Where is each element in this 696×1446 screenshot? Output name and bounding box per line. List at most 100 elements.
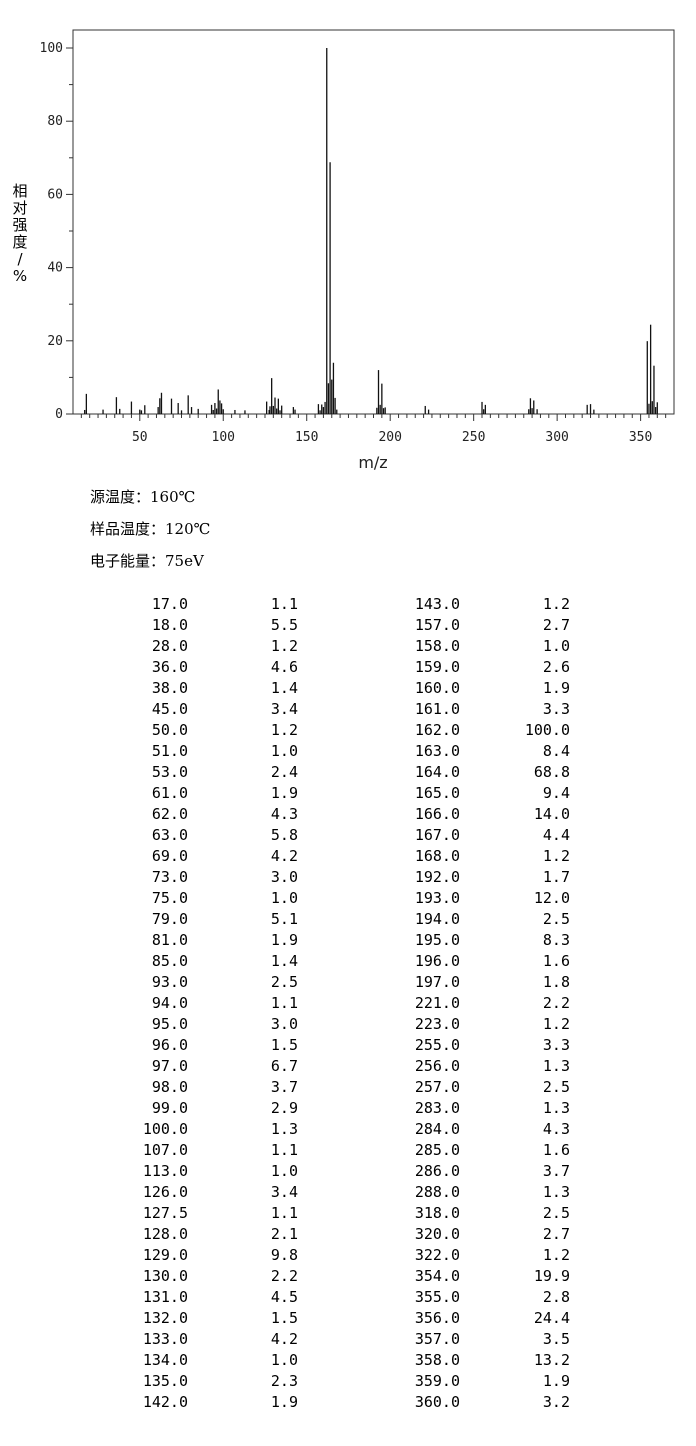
y-tick-label: 80 — [47, 114, 63, 129]
mz-value: 129.0 — [142, 1246, 188, 1264]
mz-value: 45.0 — [151, 700, 188, 718]
intensity-value: 1.1 — [270, 595, 298, 613]
y-axis-label-char: 相 — [12, 182, 28, 200]
mz-value: 36.0 — [151, 658, 188, 676]
mz-value: 162.0 — [414, 721, 460, 739]
x-tick-label: 100 — [212, 430, 235, 445]
mz-value: 73.0 — [151, 868, 188, 886]
mz-value: 127.5 — [142, 1204, 188, 1222]
y-axis-label-char: 强 — [12, 216, 28, 234]
mz-value: 135.0 — [142, 1372, 188, 1390]
table-row: 75.0 1.0 193.0 12.0 — [100, 888, 570, 909]
intensity-value: 14.0 — [533, 805, 570, 823]
table-row: 61.0 1.9 165.0 9.4 — [100, 783, 570, 804]
intensity-value: 8.3 — [542, 931, 570, 949]
intensity-value: 1.1 — [270, 1141, 298, 1159]
intensity-value: 1.6 — [542, 1141, 570, 1159]
mz-value: 168.0 — [414, 847, 460, 865]
mz-value: 69.0 — [151, 847, 188, 865]
table-row: 98.0 3.7 257.0 2.5 — [100, 1077, 570, 1098]
intensity-value: 2.1 — [270, 1225, 298, 1243]
intensity-value: 1.5 — [270, 1309, 298, 1327]
intensity-value: 3.4 — [270, 1183, 298, 1201]
intensity-value: 1.4 — [270, 952, 298, 970]
intensity-value: 1.3 — [270, 1120, 298, 1138]
intensity-value: 9.8 — [270, 1246, 298, 1264]
intensity-value: 2.7 — [542, 616, 570, 634]
x-tick-label: 150 — [295, 430, 318, 445]
mz-value: 50.0 — [151, 721, 188, 739]
mz-value: 134.0 — [142, 1351, 188, 1369]
mz-value: 257.0 — [414, 1078, 460, 1096]
mz-value: 354.0 — [414, 1267, 460, 1285]
table-row: 36.0 4.6 159.0 2.6 — [100, 657, 570, 678]
mz-value: 62.0 — [151, 805, 188, 823]
table-row: 132.0 1.5 356.0 24.4 — [100, 1308, 570, 1329]
mz-value: 113.0 — [142, 1162, 188, 1180]
intensity-value: 6.7 — [270, 1057, 298, 1075]
intensity-value: 1.2 — [542, 847, 570, 865]
intensity-value: 1.3 — [542, 1057, 570, 1075]
intensity-value: 5.5 — [270, 616, 298, 634]
table-row: 107.0 1.1 285.0 1.6 — [100, 1140, 570, 1161]
mz-value: 131.0 — [142, 1288, 188, 1306]
mz-value: 94.0 — [151, 994, 188, 1012]
intensity-value: 1.9 — [270, 931, 298, 949]
mz-value: 358.0 — [414, 1351, 460, 1369]
mz-value: 195.0 — [414, 931, 460, 949]
mz-value: 157.0 — [414, 616, 460, 634]
mass-spectrum-chart: 50 100 150 200 250 300 350 0 20 40 60 80 100 m/z — [40, 29, 675, 472]
intensity-value: 1.9 — [542, 1372, 570, 1390]
intensity-value: 1.0 — [270, 1162, 298, 1180]
mz-value: 100.0 — [142, 1120, 188, 1138]
intensity-value: 1.9 — [542, 679, 570, 697]
mz-value: 53.0 — [151, 763, 188, 781]
intensity-value: 1.2 — [542, 1246, 570, 1264]
intensity-value: 3.0 — [270, 868, 298, 886]
intensity-value: 3.7 — [542, 1162, 570, 1180]
intensity-value: 4.6 — [270, 658, 298, 676]
intensity-value: 2.2 — [270, 1267, 298, 1285]
mz-value: 75.0 — [151, 889, 188, 907]
intensity-value: 3.7 — [270, 1078, 298, 1096]
mz-value: 18.0 — [151, 616, 188, 634]
intensity-value: 13.2 — [533, 1351, 570, 1369]
table-row: 28.0 1.2 158.0 1.0 — [100, 636, 570, 657]
intensity-value: 1.0 — [270, 889, 298, 907]
intensity-value: 1.4 — [270, 679, 298, 697]
spectrum-peaks — [84, 48, 658, 414]
x-tick-label: 200 — [378, 430, 401, 445]
mz-value: 130.0 — [142, 1267, 188, 1285]
conditions: 源温度：160℃ 样品温度：120℃ 电子能量：75eV — [90, 486, 210, 582]
mz-value: 223.0 — [414, 1015, 460, 1033]
intensity-value: 2.8 — [542, 1288, 570, 1306]
table-row: 93.0 2.5 197.0 1.8 — [100, 972, 570, 993]
intensity-value: 2.5 — [542, 1204, 570, 1222]
intensity-value: 1.9 — [270, 784, 298, 802]
intensity-value: 5.8 — [270, 826, 298, 844]
mz-value: 221.0 — [414, 994, 460, 1012]
table-row: 45.0 3.4 161.0 3.3 — [100, 699, 570, 720]
mz-value: 197.0 — [414, 973, 460, 991]
x-tick-label: 50 — [132, 430, 148, 445]
mz-value: 143.0 — [414, 595, 460, 613]
intensity-value: 100.0 — [524, 721, 570, 739]
intensity-value: 3.5 — [542, 1330, 570, 1348]
intensity-value: 3.2 — [542, 1393, 570, 1411]
y-axis-label-char: % — [12, 267, 28, 285]
table-row: 130.0 2.2 354.0 19.9 — [100, 1266, 570, 1287]
y-tick-label: 0 — [55, 407, 63, 422]
y-tick-label: 40 — [47, 261, 63, 276]
axis-ticks: 50 100 150 200 250 300 350 0 20 40 60 80 100 — [40, 41, 667, 445]
y-axis-label: 相对强度 /% — [11, 183, 29, 285]
table-row: 126.0 3.4 288.0 1.3 — [100, 1182, 570, 1203]
mz-value: 159.0 — [414, 658, 460, 676]
source-temperature: 源温度：160℃ — [90, 488, 196, 506]
intensity-value: 1.0 — [270, 1351, 298, 1369]
mz-value: 158.0 — [414, 637, 460, 655]
electron-energy: 电子能量：75eV — [90, 552, 204, 570]
table-row: 51.0 1.0 163.0 8.4 — [100, 741, 570, 762]
mz-value: 161.0 — [414, 700, 460, 718]
mz-value: 17.0 — [151, 595, 188, 613]
intensity-value: 1.9 — [270, 1393, 298, 1411]
